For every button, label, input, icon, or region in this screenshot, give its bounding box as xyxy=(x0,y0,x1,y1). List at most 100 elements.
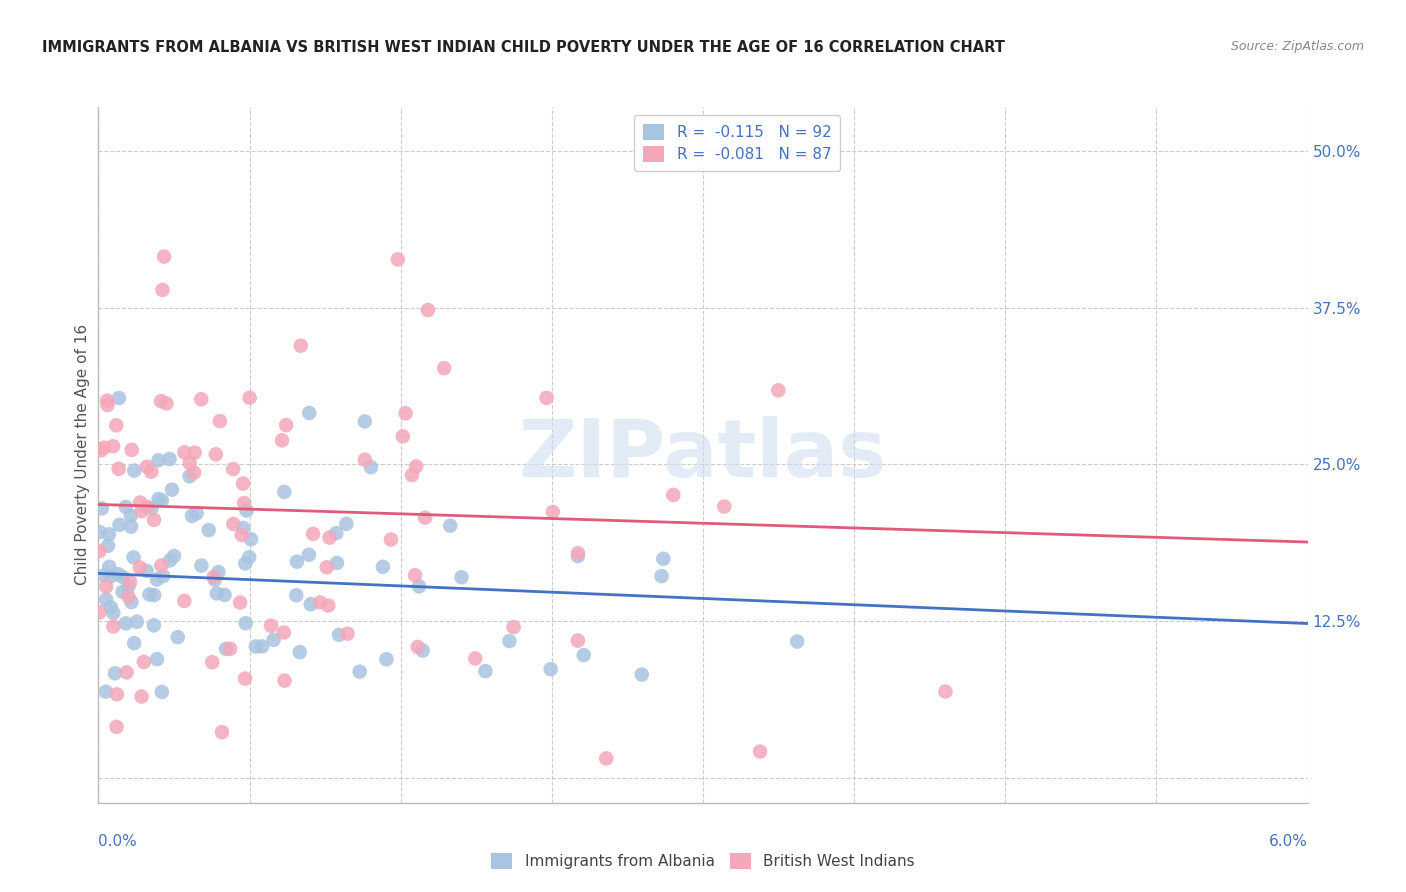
Point xyxy=(245,640,267,654)
Point xyxy=(179,469,201,483)
Point xyxy=(160,483,183,497)
Point xyxy=(315,560,337,574)
Point xyxy=(401,468,423,483)
Point xyxy=(111,570,134,584)
Point xyxy=(166,630,188,644)
Point xyxy=(135,564,157,578)
Point xyxy=(103,619,125,633)
Point xyxy=(239,391,262,405)
Point xyxy=(288,645,311,659)
Point xyxy=(90,443,112,458)
Point xyxy=(183,445,205,459)
Point xyxy=(118,574,141,589)
Point xyxy=(276,418,298,433)
Point xyxy=(413,510,436,524)
Point xyxy=(105,687,128,701)
Point xyxy=(273,673,295,688)
Point xyxy=(94,592,117,607)
Point xyxy=(183,466,205,480)
Point xyxy=(94,684,117,698)
Point xyxy=(89,544,111,558)
Point xyxy=(290,339,312,353)
Point xyxy=(263,632,285,647)
Point xyxy=(786,634,808,648)
Point xyxy=(392,429,415,443)
Point xyxy=(326,556,349,570)
Point xyxy=(205,586,228,600)
Point xyxy=(190,392,212,407)
Point xyxy=(105,720,128,734)
Point xyxy=(131,504,153,518)
Point xyxy=(328,628,350,642)
Point xyxy=(202,570,225,584)
Point xyxy=(152,283,174,297)
Point xyxy=(98,527,121,541)
Point xyxy=(114,616,136,631)
Point xyxy=(233,557,256,571)
Point xyxy=(302,527,325,541)
Point xyxy=(353,414,375,428)
Point xyxy=(159,452,181,467)
Y-axis label: Child Poverty Under the Age of 16: Child Poverty Under the Age of 16 xyxy=(75,325,90,585)
Point xyxy=(713,500,735,514)
Point xyxy=(108,517,131,532)
Point xyxy=(238,550,260,565)
Point xyxy=(662,488,685,502)
Point xyxy=(375,652,398,666)
Point xyxy=(404,568,426,582)
Point xyxy=(122,550,145,565)
Point xyxy=(138,587,160,601)
Point xyxy=(142,618,165,632)
Point xyxy=(115,665,138,680)
Point xyxy=(131,690,153,704)
Point xyxy=(107,567,129,582)
Point xyxy=(749,745,772,759)
Point xyxy=(108,391,131,405)
Point xyxy=(336,626,359,640)
Point xyxy=(90,501,112,516)
Point xyxy=(211,725,233,739)
Point xyxy=(204,573,226,587)
Point xyxy=(150,493,173,508)
Point xyxy=(214,588,236,602)
Point xyxy=(122,636,145,650)
Point xyxy=(318,531,340,545)
Point xyxy=(260,619,283,633)
Point xyxy=(408,579,430,593)
Point xyxy=(273,625,295,640)
Point xyxy=(173,445,195,459)
Point xyxy=(285,588,308,602)
Point xyxy=(464,651,486,665)
Point xyxy=(768,384,790,398)
Point xyxy=(541,505,564,519)
Point xyxy=(412,643,434,657)
Point xyxy=(129,495,152,509)
Point xyxy=(229,595,252,609)
Point xyxy=(208,414,231,428)
Point xyxy=(235,616,257,631)
Point xyxy=(406,640,429,654)
Text: 6.0%: 6.0% xyxy=(1268,834,1308,849)
Point xyxy=(197,523,219,537)
Point xyxy=(97,539,120,553)
Point xyxy=(232,521,254,535)
Point xyxy=(318,599,340,613)
Point xyxy=(117,579,139,593)
Point xyxy=(360,460,382,475)
Point xyxy=(146,573,169,587)
Point xyxy=(148,453,170,467)
Point xyxy=(103,606,125,620)
Point xyxy=(353,452,375,467)
Point xyxy=(89,524,111,539)
Point xyxy=(143,588,166,602)
Point xyxy=(416,303,439,318)
Point xyxy=(222,462,245,476)
Point xyxy=(190,558,212,573)
Point xyxy=(335,516,357,531)
Point xyxy=(349,665,371,679)
Point xyxy=(219,641,242,656)
Point xyxy=(433,361,456,376)
Point xyxy=(652,551,675,566)
Point xyxy=(150,685,173,699)
Point xyxy=(98,559,121,574)
